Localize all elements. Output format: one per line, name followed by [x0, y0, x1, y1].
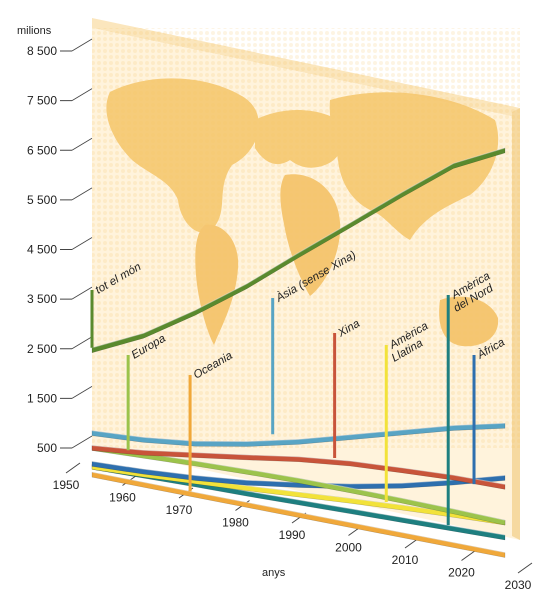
series-oceania [91, 471, 506, 558]
y-tick: 2 500 [27, 336, 93, 356]
x-tick: 2020 [448, 550, 476, 580]
y-tick: 8 500 [27, 38, 93, 58]
y-tick: 3 500 [27, 286, 93, 306]
y-tick-label: 2 500 [27, 342, 57, 356]
x-tick-label: 2010 [392, 553, 419, 567]
series-ribbon [91, 445, 506, 526]
y-tick-label: 8 500 [27, 44, 57, 58]
series-highlight [91, 445, 506, 485]
y-tick-label: 7 500 [27, 94, 57, 108]
series-ribbon [91, 471, 506, 558]
x-axis: 1950 1960 1970 1980 1990 2000 2010 2020 2030 [53, 462, 533, 592]
x-tick-label: 1980 [222, 516, 249, 530]
series-lines [91, 147, 506, 558]
series-tot-el-mon [91, 147, 506, 354]
series-highlight [91, 147, 506, 349]
x-tick-label: 1950 [53, 478, 80, 492]
x-tick: 1950 [53, 462, 81, 492]
series-xina [91, 445, 506, 490]
x-tick-label: 2000 [335, 541, 362, 555]
x-tick: 2000 [335, 525, 363, 555]
series-ribbon [91, 461, 506, 490]
y-tick-label: 3 500 [27, 292, 57, 306]
x-tick: 2010 [392, 537, 420, 567]
series-ribbon [91, 445, 506, 490]
y-tick: 6 500 [27, 137, 93, 157]
series-ribbon [91, 423, 506, 447]
world-map-image [92, 28, 520, 448]
series-highlight [91, 422, 506, 443]
y-tick-label: 5 500 [27, 193, 57, 207]
x-tick-label: 2030 [505, 578, 532, 592]
x-tick: 2030 [505, 562, 533, 592]
y-tick: 7 500 [27, 88, 93, 108]
y-tick-label: 500 [37, 441, 57, 455]
y-tick-label: 1 500 [27, 391, 57, 405]
y-tick: 5 500 [27, 187, 93, 207]
y-tick: 500 [37, 435, 93, 455]
y-tick-label: 4 500 [27, 243, 57, 257]
y-axis-title: milions [17, 25, 52, 37]
x-tick-label: 1970 [166, 503, 193, 517]
y-tick: 1 500 [27, 386, 93, 405]
x-tick-label: 1960 [109, 491, 136, 505]
series-asia-sense-xina [91, 422, 506, 447]
series-ribbon [91, 147, 506, 354]
x-axis-title: anys [262, 567, 286, 579]
series-highlight [91, 471, 506, 554]
y-axis: 500 1 500 2 500 3 500 4 500 5 500 6 500 7 500 8 … [27, 38, 93, 455]
y-tick-label: 6 500 [27, 143, 57, 157]
x-tick-label: 1990 [279, 528, 306, 542]
x-tick-label: 2020 [448, 566, 475, 580]
y-tick: 4 500 [27, 237, 93, 257]
